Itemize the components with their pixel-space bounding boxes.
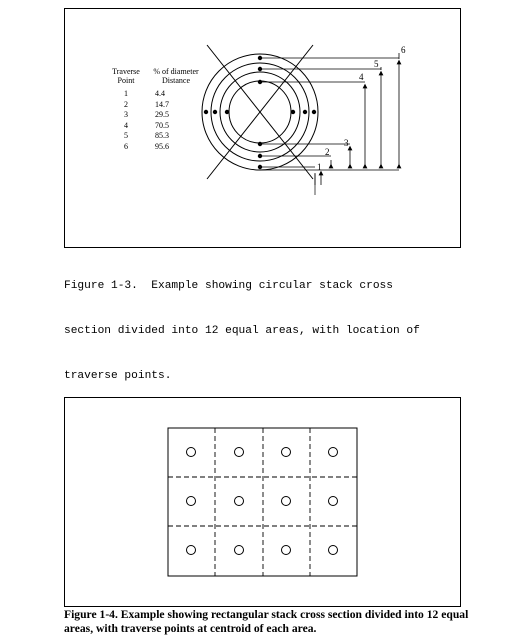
caption-line-3: traverse points.: [64, 370, 172, 382]
centroid-point: [328, 496, 338, 506]
centroid-point: [186, 545, 196, 555]
centroid-point: [186, 447, 196, 457]
traverse-point-dot: [257, 55, 263, 61]
centroid-point: [281, 447, 291, 457]
dimension-label-2: 2: [325, 147, 330, 157]
rectangular-stack-outline: [167, 427, 358, 577]
traverse-point-table: Traverse Point % of diameter Distance 1 …: [103, 67, 203, 152]
area-ring-circle-outer: [210, 62, 310, 162]
figure-1-4-frame: [64, 397, 461, 607]
traverse-point-cell: 2: [124, 99, 128, 109]
table-row: 4 70.5: [103, 121, 203, 132]
rectangular-stack-diagram: [167, 427, 358, 577]
distance-cell: 29.5: [155, 110, 169, 119]
traverse-point-dot: [311, 109, 317, 115]
distance-cell: 4.4: [155, 89, 165, 98]
diagonal-divider-line: [206, 44, 314, 180]
distance-cell: 14.7: [155, 99, 169, 109]
table-row: 1 4.4: [103, 89, 203, 100]
traverse-point-dot: [290, 109, 296, 115]
traverse-point-cell: 5: [124, 131, 128, 140]
distance-cell: 95.6: [155, 141, 169, 151]
figure-1-3-frame: Traverse Point % of diameter Distance 1 …: [64, 8, 461, 248]
traverse-point-cell: 1: [124, 89, 128, 98]
centroid-point: [281, 496, 291, 506]
traverse-point-cell: 4: [124, 120, 128, 130]
traverse-point-dot: [257, 164, 263, 170]
distance-cell: 70.5: [155, 120, 169, 130]
table-row: 6 95.6: [103, 142, 203, 153]
circular-stack-diagram: 6 5 4 3 2 1: [201, 44, 406, 195]
table-row: 3 29.5: [103, 110, 203, 121]
centroid-point: [328, 545, 338, 555]
centroid-point: [328, 447, 338, 457]
centroid-point: [234, 447, 244, 457]
col2-header-line1: % of diameter: [153, 67, 199, 76]
dimension-label-4: 4: [359, 72, 364, 82]
area-ring-circle-middle: [219, 71, 301, 153]
table-header: Traverse Point % of diameter Distance: [103, 67, 203, 85]
traverse-point-dot: [302, 109, 308, 115]
traverse-point-cell: 6: [124, 141, 128, 151]
distance-cell: 85.3: [155, 131, 169, 140]
table-body: 1 4.4 2 14.7 3 29.5 4 70.5 5 85.3 6 95.6: [103, 89, 203, 152]
centroid-point: [281, 545, 291, 555]
traverse-point-dot: [224, 109, 230, 115]
centroid-point: [234, 496, 244, 506]
dimension-label-5: 5: [374, 59, 379, 69]
dimension-label-3: 3: [344, 138, 349, 148]
traverse-point-dot: [257, 66, 263, 72]
traverse-point-dot: [257, 79, 263, 85]
table-row: 5 85.3: [103, 131, 203, 142]
dimension-label-6: 6: [401, 45, 406, 55]
centroid-point: [234, 545, 244, 555]
caption-line-2: section divided into 12 equal areas, wit…: [64, 325, 420, 337]
traverse-point-dot: [257, 153, 263, 159]
traverse-point-dot: [257, 141, 263, 147]
caption-line-1: Figure 1-3. Example showing circular sta…: [64, 280, 393, 292]
col1-header-line1: Traverse: [112, 67, 140, 76]
traverse-point-dot: [212, 109, 218, 115]
dimension-label-1: 1: [317, 162, 322, 172]
col1-header-line2: Point: [117, 76, 135, 85]
traverse-point-cell: 3: [124, 110, 128, 119]
figure-1-3-caption: Figure 1-3. Example showing circular sta…: [64, 249, 484, 399]
traverse-point-dot: [203, 109, 209, 115]
centroid-point: [186, 496, 196, 506]
table-row: 2 14.7: [103, 100, 203, 111]
figure-1-4-caption: Figure 1-4. Example showing rectangular …: [64, 608, 469, 635]
col2-header-line2: Distance: [162, 76, 190, 85]
